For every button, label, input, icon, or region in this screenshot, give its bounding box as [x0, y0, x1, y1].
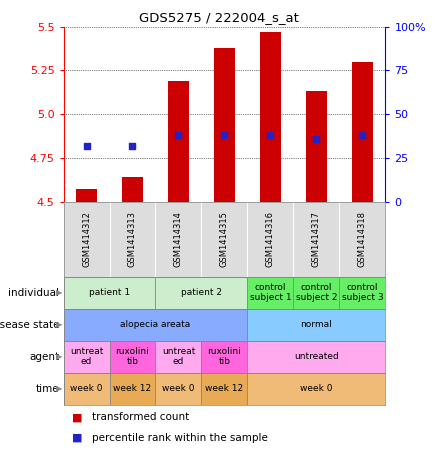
Bar	[339, 276, 385, 308]
Text: GSM1414315: GSM1414315	[220, 211, 229, 267]
Bar	[352, 62, 373, 202]
Text: transformed count: transformed count	[92, 412, 189, 422]
Text: GSM1414313: GSM1414313	[128, 211, 137, 267]
Bar	[110, 372, 155, 405]
Text: GSM1414314: GSM1414314	[174, 211, 183, 267]
Bar	[155, 372, 201, 405]
Bar	[247, 308, 385, 341]
Text: GDS5275 / 222004_s_at: GDS5275 / 222004_s_at	[139, 11, 299, 24]
Text: ▶: ▶	[56, 288, 63, 297]
Text: ▶: ▶	[56, 352, 63, 361]
Text: week 0: week 0	[162, 384, 195, 393]
Text: control
subject 1: control subject 1	[250, 283, 291, 302]
Bar	[122, 177, 143, 202]
Bar	[64, 341, 110, 372]
Bar	[201, 372, 247, 405]
Bar	[293, 276, 339, 308]
Point	[175, 131, 182, 139]
Bar	[76, 189, 97, 202]
Bar	[64, 308, 247, 341]
Text: ruxolini
tib: ruxolini tib	[116, 347, 149, 366]
Point	[129, 142, 136, 149]
Text: individual: individual	[8, 288, 59, 298]
Text: ■: ■	[72, 412, 83, 422]
Point	[313, 135, 320, 142]
Text: alopecia areata: alopecia areata	[120, 320, 191, 329]
Bar	[247, 276, 293, 308]
Bar	[64, 372, 110, 405]
Bar	[110, 341, 155, 372]
Text: GSM1414317: GSM1414317	[312, 211, 321, 267]
Text: week 0: week 0	[70, 384, 103, 393]
Text: GSM1414316: GSM1414316	[266, 211, 275, 267]
Bar	[306, 92, 327, 202]
Text: time: time	[35, 384, 59, 394]
Bar	[155, 341, 201, 372]
Text: week 12: week 12	[205, 384, 244, 393]
Text: untreat
ed: untreat ed	[70, 347, 103, 366]
Point	[221, 131, 228, 139]
Bar	[168, 81, 189, 202]
Text: ▶: ▶	[56, 320, 63, 329]
Text: week 12: week 12	[113, 384, 152, 393]
Point	[267, 131, 274, 139]
Bar	[64, 276, 155, 308]
Text: agent: agent	[29, 352, 59, 361]
Text: untreat
ed: untreat ed	[162, 347, 195, 366]
Bar	[214, 48, 235, 202]
Text: control
subject 3: control subject 3	[342, 283, 383, 302]
Text: GSM1414312: GSM1414312	[82, 211, 91, 267]
Point	[83, 142, 90, 149]
Text: control
subject 2: control subject 2	[296, 283, 337, 302]
Text: week 0: week 0	[300, 384, 333, 393]
Bar	[201, 341, 247, 372]
Bar	[260, 32, 281, 202]
Text: patient 1: patient 1	[89, 288, 130, 297]
Bar	[247, 341, 385, 372]
Bar	[247, 372, 385, 405]
Text: untreated: untreated	[294, 352, 339, 361]
Text: percentile rank within the sample: percentile rank within the sample	[92, 433, 268, 443]
Text: patient 2: patient 2	[181, 288, 222, 297]
Point	[359, 131, 366, 139]
Text: ▶: ▶	[56, 384, 63, 393]
Bar	[155, 276, 247, 308]
Text: ruxolini
tib: ruxolini tib	[208, 347, 241, 366]
Text: disease state: disease state	[0, 319, 59, 329]
Text: ■: ■	[72, 433, 83, 443]
Text: normal: normal	[300, 320, 332, 329]
Text: GSM1414318: GSM1414318	[358, 211, 367, 267]
